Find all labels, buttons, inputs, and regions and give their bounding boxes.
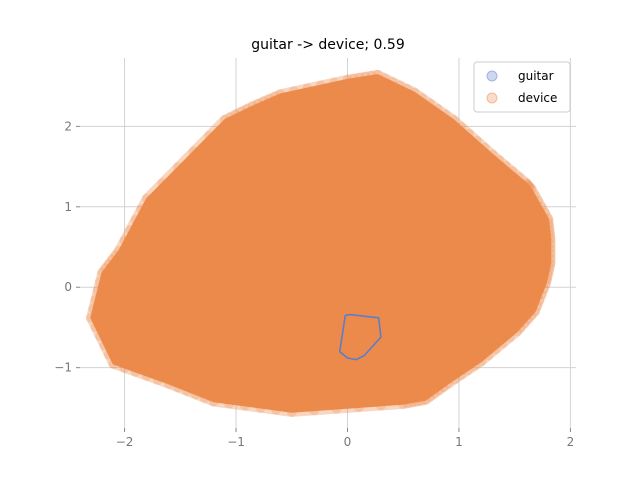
x-tick-label: −2 [116,435,134,449]
legend-label-guitar: guitar [518,69,554,83]
y-tick-label: 1 [64,200,72,214]
y-tick-label: 2 [64,119,72,133]
hull-layer [90,74,552,413]
tick-layer: −2 −1 0 1 2 −1 0 1 2 [54,119,574,449]
y-tick-label: 0 [64,280,72,294]
hull-guitar [338,313,382,361]
chart-title: guitar -> device; 0.59 [251,37,404,53]
x-tick-label: 2 [567,435,575,449]
legend-marker-guitar [486,70,498,82]
y-tick-label: −1 [54,361,72,375]
legend-label-device: device [518,91,557,105]
hull-device [90,74,552,413]
point-cloud-layer [86,69,556,417]
legend-frame [473,61,571,113]
x-tick-label: 0 [344,435,352,449]
legend-marker-device [486,92,498,104]
x-tick-label: 1 [455,435,463,449]
legend: guitar device [473,61,571,113]
x-tick-label: −1 [227,435,245,449]
